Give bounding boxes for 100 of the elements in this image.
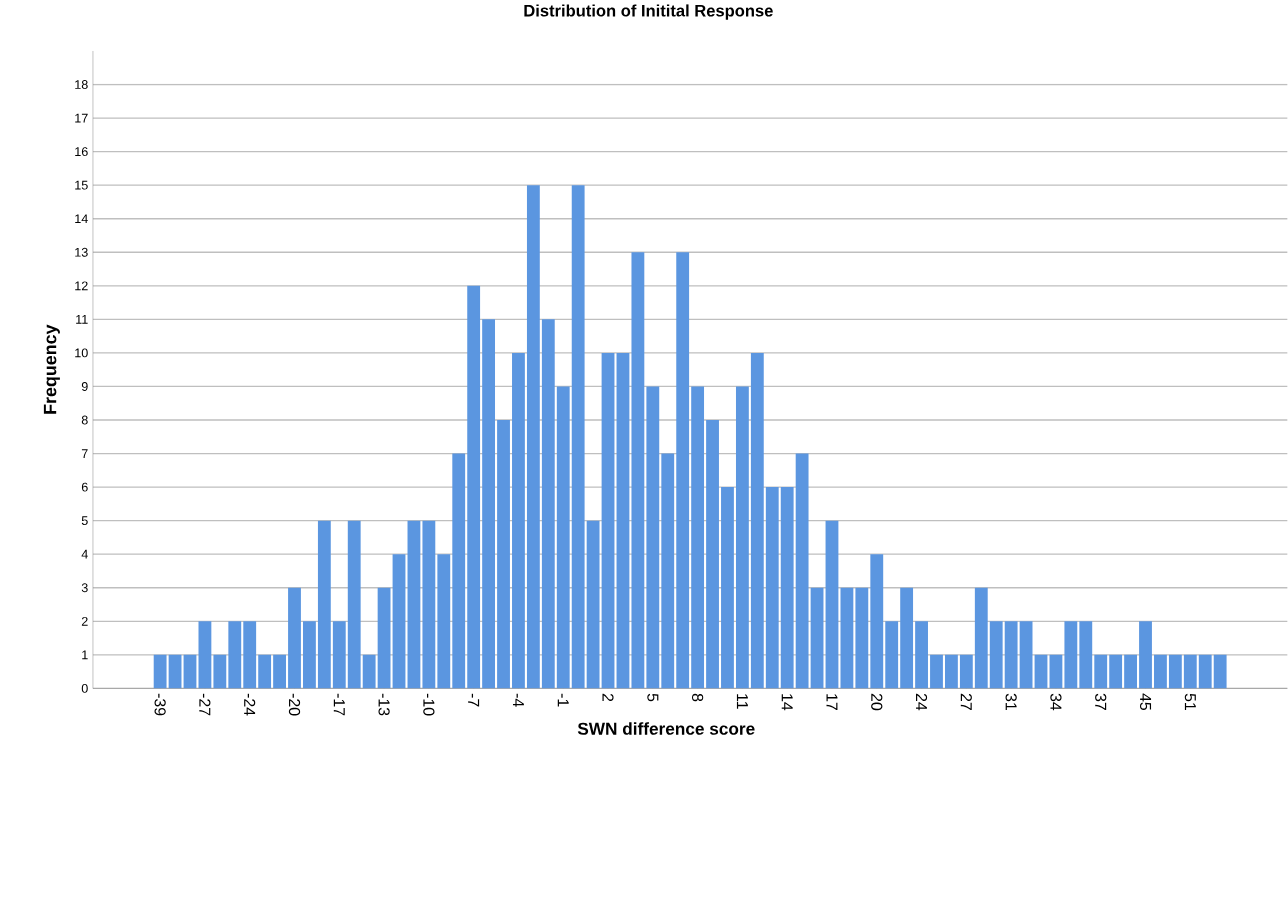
x-tick-label: -10: [423, 693, 435, 716]
x-tick-label: -39: [154, 693, 166, 716]
x-tick-label: 31: [1005, 693, 1017, 711]
y-axis-title: Frequency: [43, 324, 60, 414]
bar: [900, 587, 914, 689]
bar: [1124, 654, 1137, 689]
bar: [377, 587, 391, 689]
bar: [1109, 654, 1123, 689]
bar: [482, 319, 496, 689]
y-tick-label: 6: [81, 482, 88, 492]
x-tick-label: 24: [916, 693, 928, 711]
bar: [810, 587, 824, 689]
bar: [989, 621, 1003, 689]
bar: [780, 487, 794, 689]
bar: [198, 621, 212, 689]
bar: [467, 285, 481, 689]
bar: [586, 520, 600, 689]
y-tick-label: 15: [75, 180, 88, 190]
y-tick-label: 10: [75, 348, 88, 358]
bar: [855, 587, 869, 689]
bar: [347, 520, 361, 689]
bar: [1168, 654, 1182, 689]
x-tick-label: 27: [960, 693, 972, 711]
bar: [512, 353, 525, 689]
bar: [870, 554, 884, 689]
y-tick-label: 13: [75, 247, 88, 257]
y-tick-label: 7: [81, 449, 88, 458]
bar: [959, 654, 973, 689]
bar: [735, 386, 749, 689]
y-tick-label: 18: [75, 80, 88, 90]
bar: [721, 487, 734, 689]
bar: [168, 654, 182, 689]
bar: [1004, 621, 1018, 689]
bar: [825, 520, 839, 689]
bar: [1079, 621, 1093, 689]
y-tick-label: 0: [81, 684, 88, 693]
x-tick-label: 17: [826, 694, 838, 711]
x-tick-label: -24: [244, 693, 256, 716]
y-tick-label: 12: [75, 281, 88, 291]
bar: [243, 621, 257, 689]
y-tick-label: 4: [81, 549, 88, 559]
y-tick-label: 11: [76, 315, 88, 324]
x-tick-label: 37: [1095, 693, 1107, 711]
bar: [631, 252, 645, 689]
bar: [288, 587, 301, 689]
x-tick-label: -4: [512, 693, 524, 707]
bar: [915, 621, 928, 689]
bar: [392, 554, 406, 689]
bar: [1139, 621, 1152, 689]
y-tick-label: 8: [81, 415, 88, 425]
bar: [750, 353, 764, 689]
y-tick-label: 16: [75, 147, 88, 157]
bar: [273, 654, 286, 689]
bar: [571, 185, 585, 689]
bar: [646, 386, 660, 689]
bar: [601, 353, 615, 689]
bar: [258, 654, 272, 689]
bar: [661, 453, 675, 689]
y-tick-label: 2: [81, 617, 88, 626]
bar: [332, 621, 346, 689]
bar: [795, 453, 809, 689]
bar: [765, 487, 779, 689]
bar: [840, 587, 854, 689]
x-tick-label: -1: [557, 693, 569, 707]
bar: [526, 185, 540, 689]
x-tick-label: -13: [378, 693, 390, 716]
x-tick-label: 11: [736, 694, 748, 709]
bar: [437, 554, 451, 689]
x-tick-label: -27: [199, 693, 211, 716]
bar: [541, 319, 555, 689]
x-tick-label: 34: [1050, 693, 1062, 711]
bar: [1034, 654, 1048, 689]
bar: [706, 420, 719, 689]
bar: [183, 654, 197, 689]
bar: [885, 621, 899, 689]
bar: [556, 386, 570, 689]
x-tick-label: 20: [871, 693, 883, 711]
bar: [1064, 621, 1078, 689]
bar: [1183, 654, 1197, 689]
bar: [153, 654, 167, 689]
x-tick-label: 5: [647, 693, 659, 702]
bar: [930, 654, 943, 689]
x-tick-label: 51: [1184, 693, 1196, 711]
bar: [616, 353, 630, 689]
bar: [974, 587, 988, 689]
bar: [945, 654, 958, 689]
x-tick-label: -20: [288, 693, 301, 716]
bar: [1019, 621, 1033, 689]
bar: [676, 252, 690, 689]
x-tick-label: -7: [468, 693, 480, 707]
bar: [407, 520, 421, 689]
x-tick-label: -17: [333, 693, 345, 716]
bar: [497, 420, 510, 689]
x-tick-label: 2: [602, 693, 614, 702]
x-axis-title: SWN difference score: [577, 722, 755, 735]
bar: [228, 621, 242, 689]
bar: [422, 520, 436, 689]
bar: [317, 520, 331, 689]
y-tick-label: 3: [81, 583, 88, 593]
bar: [691, 386, 705, 689]
